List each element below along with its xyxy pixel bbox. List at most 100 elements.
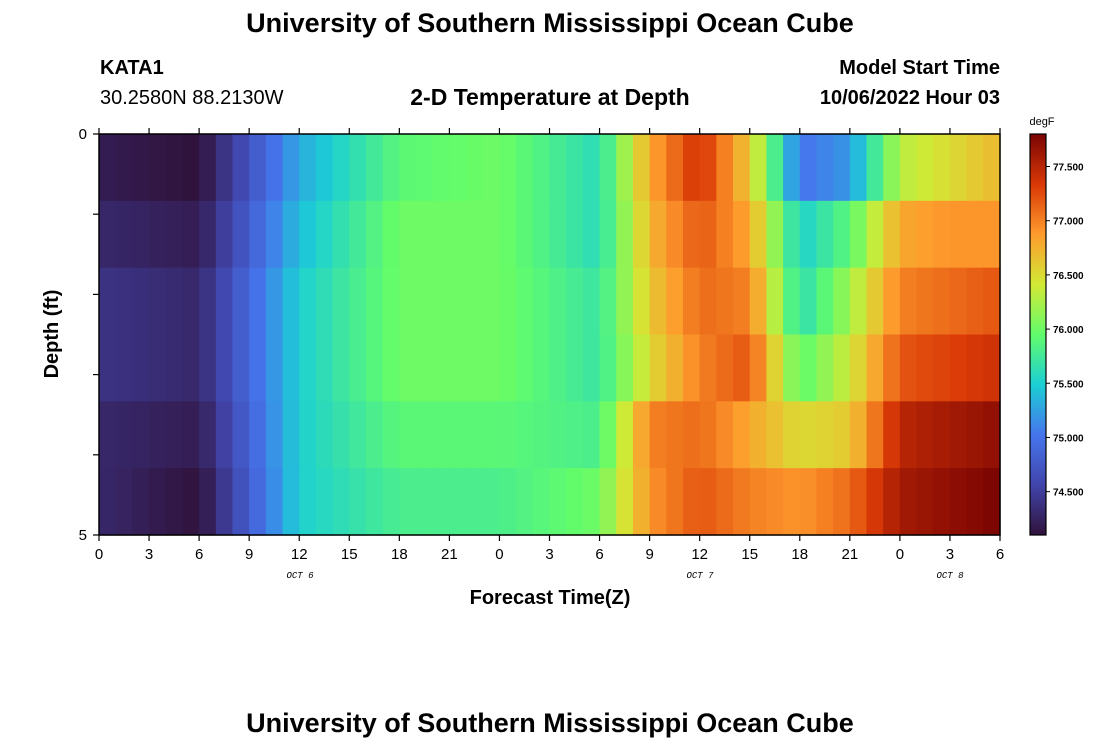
colorbar-tick-label: 76.000 [1053,325,1084,336]
heatmap-cell [949,401,968,469]
heatmap-cell [282,334,300,402]
heatmap-cell [599,401,617,469]
heatmap-cell [365,267,384,336]
heatmap-cell [716,267,734,336]
heatmap-cell [916,401,934,469]
heatmap-cell [582,334,601,402]
heatmap-cell [432,468,450,536]
heatmap-cell [182,334,200,402]
heatmap-cell [833,468,851,536]
heatmap-cell [849,200,868,269]
heatmap-cell [516,267,534,336]
heatmap-cell [449,267,467,336]
heatmap-cell [399,267,417,336]
heatmap-cell [282,401,300,469]
heatmap-cell [966,468,984,536]
heatmap-cell [916,334,934,402]
heatmap-cell [466,468,484,536]
heatmap-cell [833,200,851,269]
heatmap-cell [499,334,517,402]
heatmap-cell [566,267,584,336]
heatmap-cell [499,200,517,269]
heatmap-cell [549,468,567,536]
heatmap-cell [549,200,567,269]
heatmap-cell [849,334,868,402]
colorbar-tick-label: 76.500 [1053,271,1084,282]
heatmap-cell [265,134,284,202]
heatmap-cell [215,134,234,202]
heatmap-cell [649,334,667,402]
heatmap-cell [749,200,768,269]
heatmap-cell [182,401,200,469]
heatmap-cell [916,468,934,536]
heatmap-cell [883,468,901,536]
heatmap-cell [499,468,517,536]
heatmap-cell [416,134,434,202]
heatmap-cell [232,401,250,469]
heatmap-cell [566,334,584,402]
x-tick-label: 0 [95,546,103,563]
x-tick-label: 3 [946,546,954,563]
heatmap-cell [933,468,951,536]
x-tick-label: 12 [691,546,708,563]
x-tick-label: 0 [495,546,503,563]
heatmap-cell [816,401,834,469]
heatmap-cell [883,200,901,269]
heatmap-cell [599,334,617,402]
heatmap-cell [382,401,400,469]
heatmap-cell [749,401,768,469]
heatmap-cell [566,134,584,202]
heatmap-cell [132,134,150,202]
heatmap-cell [666,200,684,269]
heatmap-cell [649,200,667,269]
x-tick-label: 6 [195,546,203,563]
heatmap-cell [99,267,117,336]
heatmap-cell [215,267,234,336]
heatmap-cell [399,468,417,536]
heatmap-cell [265,200,284,269]
heatmap-cell [332,401,350,469]
heatmap-cell [933,334,951,402]
heatmap-cell [949,334,968,402]
heatmap-cell [532,468,551,536]
heatmap-cell [99,401,117,469]
heatmap-cell [599,267,617,336]
heatmap-cell [766,267,784,336]
heatmap-cell [349,334,367,402]
heatmap-cell [449,468,467,536]
heatmap-cell [349,134,367,202]
heatmap-cell [516,468,534,536]
heatmap-cell [365,401,384,469]
heatmap-cell [616,200,634,269]
heatmap-cell [599,134,617,202]
heatmap-cell [766,134,784,202]
heatmap-cell [182,468,200,536]
heatmap-cell [132,334,150,402]
heatmap-cell [416,401,434,469]
heatmap-cell [899,200,918,269]
heatmap-cell [816,334,834,402]
heatmap-cell [165,401,184,469]
heatmap-cell [149,134,167,202]
heatmap-cell [432,200,450,269]
heatmap-cell [282,468,300,536]
heatmap-cell [899,468,918,536]
heatmap-cell [682,334,701,402]
heatmap-cell [949,468,968,536]
heatmap-cell [949,134,968,202]
heatmap-cell [632,134,651,202]
heatmap-cell [632,401,651,469]
heatmap-cell [382,468,400,536]
heatmap-cell [682,468,701,536]
heatmap-cell [966,200,984,269]
heatmap-cell [332,200,350,269]
heatmap-cell [132,267,150,336]
heatmap-cell [916,134,934,202]
heatmap-cell [933,134,951,202]
colorbar-tick-label: 77.500 [1053,163,1084,174]
colorbar [1029,133,1047,536]
heatmap-cell [532,401,551,469]
x-tick-label: 9 [645,546,653,563]
heatmap-cell [616,401,634,469]
heatmap-cell [632,468,651,536]
